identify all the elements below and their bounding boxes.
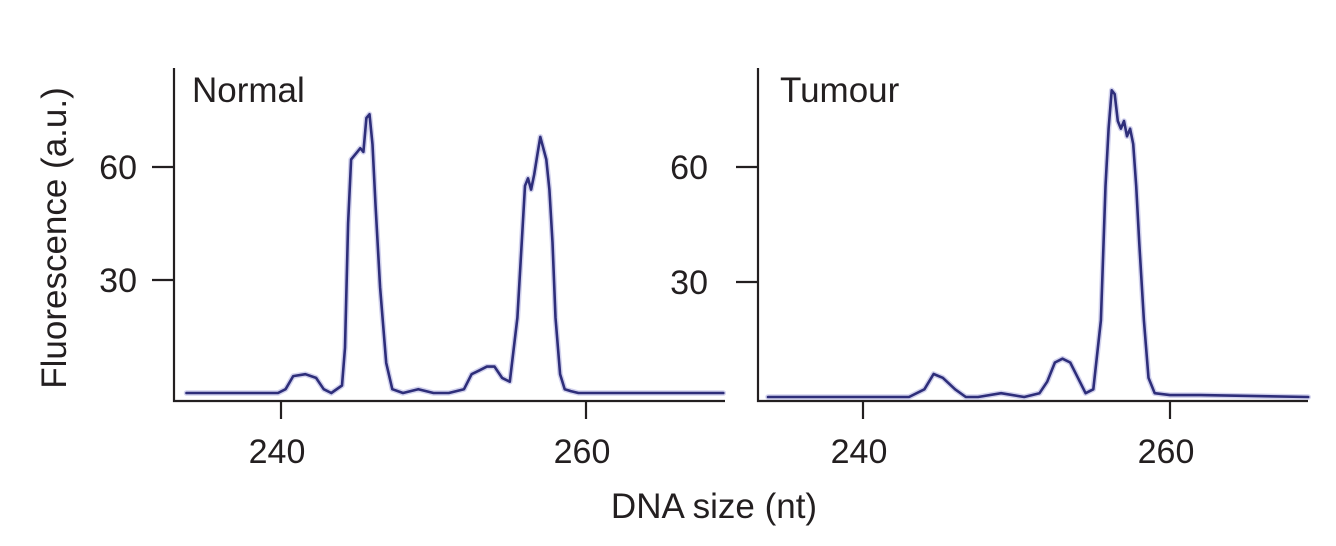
y-tick-label: 30 bbox=[99, 262, 137, 300]
x-tick-label: 260 bbox=[1138, 433, 1195, 471]
x-axis-title: DNA size (nt) bbox=[611, 487, 817, 526]
y-tick-label: 30 bbox=[670, 264, 708, 302]
panel-tumour: 30 60 240 260 Tumour bbox=[670, 68, 1311, 471]
x-tick-label: 260 bbox=[554, 433, 611, 471]
fluorescence-trace bbox=[766, 89, 1310, 399]
x-tick-label: 240 bbox=[249, 433, 306, 471]
y-tick-label: 60 bbox=[670, 149, 708, 187]
fluorescence-trace bbox=[185, 113, 725, 395]
axes-frame bbox=[756, 68, 1308, 403]
panel-normal: 30 60 240 260 Normal bbox=[99, 68, 727, 471]
panel-label: Normal bbox=[192, 71, 305, 110]
trace-halo bbox=[765, 87, 1311, 400]
axes-frame bbox=[172, 68, 725, 403]
y-tick-label: 60 bbox=[99, 149, 137, 187]
y-axis-title: Fluorescence (a.u.) bbox=[35, 87, 74, 389]
x-tick-label: 240 bbox=[831, 433, 888, 471]
trace-halo bbox=[183, 111, 727, 396]
panel-label: Tumour bbox=[780, 71, 900, 110]
